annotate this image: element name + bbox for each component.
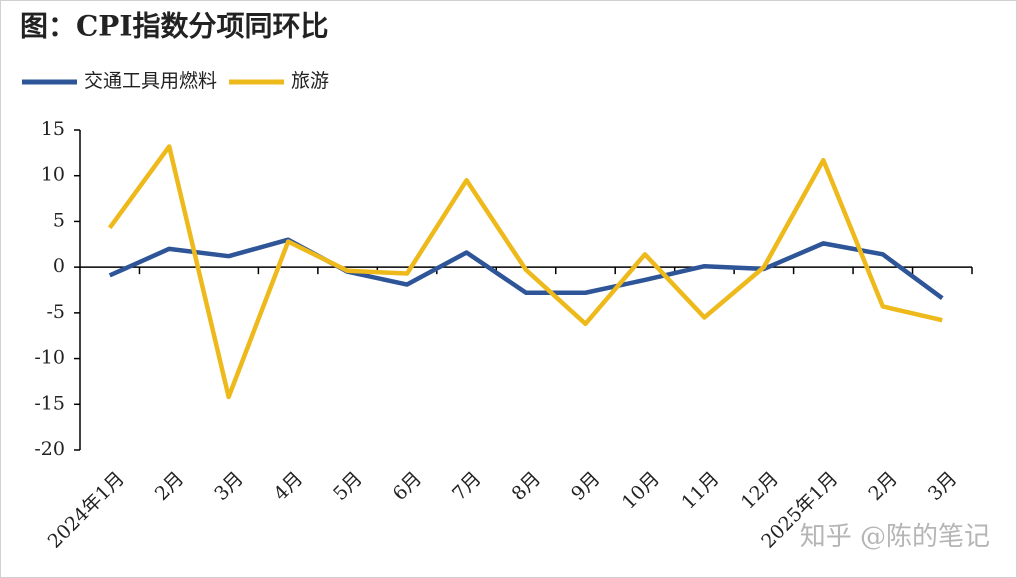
y-tick-label: 0 (53, 255, 65, 277)
y-tick-label: 15 (41, 118, 65, 140)
y-tick-label: -20 (34, 438, 65, 460)
legend-label: 交通工具用燃料 (84, 70, 217, 92)
chart-title: 图：CPI指数分项同环比 (20, 10, 328, 43)
y-tick-label: -10 (34, 347, 65, 369)
y-tick-label: 10 (41, 164, 65, 186)
series-line (108, 237, 944, 301)
y-tick-label: -5 (46, 301, 65, 323)
series-line (107, 144, 943, 400)
legend-label: 旅游 (291, 70, 329, 92)
y-tick-label: 5 (53, 209, 65, 231)
y-tick-label: -15 (34, 392, 65, 414)
watermark: 知乎 @陈的笔记 (800, 522, 990, 552)
